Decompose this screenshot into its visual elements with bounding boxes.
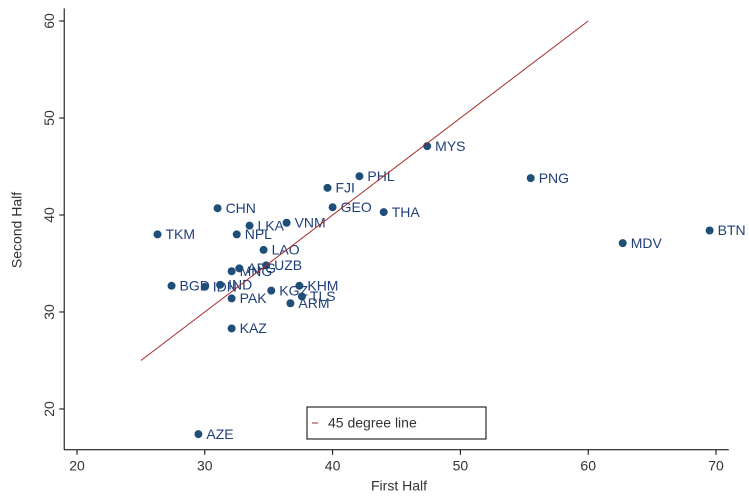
y-tick-label: 50 [41,110,57,126]
point-label: MYS [435,138,465,154]
x-tick-label: 20 [69,457,85,473]
x-tick-label: 30 [197,457,213,473]
point [323,183,332,192]
point-label: ARM [298,295,329,311]
point-label: GEO [341,199,372,215]
point-label: MDV [631,235,663,251]
point-label: KAZ [240,320,268,336]
point-label: PHL [367,168,394,184]
point-label: KHM [307,277,338,293]
point [295,281,304,290]
point [235,264,244,273]
legend-label: 45 degree line [328,415,417,431]
legend-box [306,406,487,440]
point-label: UZB [274,257,302,273]
y-axis-label: Second Half [9,192,25,268]
point [227,294,236,303]
point [200,282,209,291]
y-tick-label: 30 [41,304,57,320]
point [227,267,236,276]
x-tick-label: 70 [708,457,724,473]
point [259,245,268,254]
point [245,221,254,230]
x-axis-label: First Half [371,478,427,494]
point-label: NPL [245,226,272,242]
point-label: VNM [295,214,326,230]
point [282,218,291,227]
point-label: THA [392,204,421,220]
point [705,226,714,235]
point [232,230,241,239]
point [216,280,225,289]
y-tick-label: 20 [41,401,57,417]
point-label: BTN [718,222,746,238]
point [328,203,337,212]
fit-line [140,20,589,361]
point [213,204,222,213]
point [379,208,388,217]
point-label: AZE [206,426,233,442]
point-label: LAO [272,242,300,258]
point-label: TKM [165,226,195,242]
point-label: PAK [240,290,268,306]
point [297,292,306,301]
point [267,286,276,295]
point [355,172,364,181]
x-tick-label: 50 [453,457,469,473]
x-tick-label: 60 [580,457,596,473]
point-label: AFG [247,260,276,276]
point [167,281,176,290]
point [227,324,236,333]
point-label: LKA [258,217,285,233]
point-label: PNG [539,170,569,186]
y-tick-label: 60 [41,13,57,29]
point-label: CHN [226,200,256,216]
x-tick-label: 40 [325,457,341,473]
point [153,230,162,239]
point [526,174,535,183]
point [618,239,627,248]
point-label: FJI [335,180,354,196]
y-tick-label: 40 [41,207,57,223]
point [286,299,295,308]
point [194,430,203,439]
point-label: TLS [310,288,336,304]
